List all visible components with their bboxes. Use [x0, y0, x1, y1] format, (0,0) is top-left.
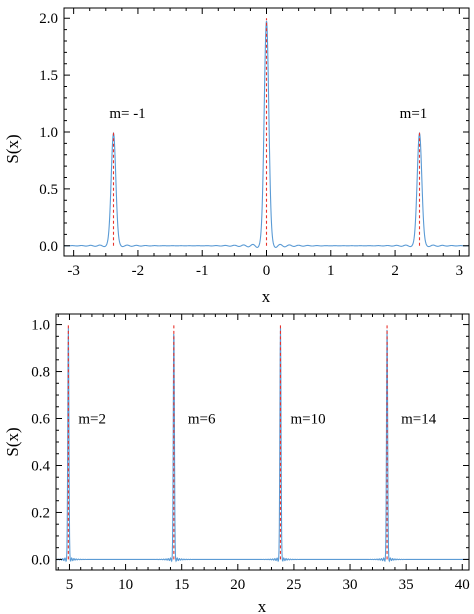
y-tick-label: 2.0	[39, 11, 58, 27]
peak-label: m= -1	[109, 106, 145, 122]
x-axis-label-top: x	[262, 287, 271, 306]
series-line	[55, 327, 469, 563]
plot-area-bottom: m=2 m=6 m=10 m=14	[55, 324, 469, 563]
plot-area-top: m= -1m=0m=1	[63, 18, 470, 248]
y-tick-label: 1.0	[31, 318, 50, 334]
peak-label: m=10	[290, 412, 325, 428]
x-tick-label: 0	[263, 263, 271, 279]
x-tick-label: -1	[196, 263, 209, 279]
axes-bottom: 5 10 15 20 25 30 35 40 0.0 0.2 0.4 0.6 0.8 1.0	[31, 313, 470, 593]
y-tick-label: 0.8	[31, 365, 50, 381]
peak-label: m=14	[401, 412, 437, 428]
y-tick-label: 0.0	[39, 239, 58, 255]
x-tick-label: 5	[66, 577, 74, 593]
x-tick-label: 30	[343, 577, 358, 593]
x-tick-label: 1	[327, 263, 335, 279]
y-tick-label: 0.2	[31, 505, 50, 521]
x-tick-label: 25	[286, 577, 301, 593]
y-axis-label-top: S(x)	[3, 134, 22, 163]
x-tick-label: 20	[230, 577, 245, 593]
series-line	[63, 20, 470, 248]
y-tick-label: 0.0	[31, 552, 50, 568]
x-axis-label-bottom: x	[258, 597, 267, 614]
plot-frame	[55, 313, 470, 571]
y-tick-label: 1.0	[39, 125, 58, 141]
peak-label: m=2	[78, 412, 106, 428]
x-tick-label: 35	[399, 577, 414, 593]
chart-bottom: m=2 m=6 m=10 m=14 5 10 15 20 25 30 35 40 0.0 0.2 0.4 0…	[3, 313, 470, 614]
x-tick-label: 40	[455, 577, 470, 593]
peak-label: m=6	[188, 412, 216, 428]
x-tick-label: -3	[67, 263, 80, 279]
x-tick-label: 15	[174, 577, 189, 593]
peak-label: m=1	[400, 106, 428, 122]
x-tick-label: 10	[118, 577, 133, 593]
x-tick-label: -2	[132, 263, 145, 279]
x-tick-label: 2	[391, 263, 399, 279]
y-tick-label: 0.4	[31, 458, 50, 474]
axes-top: -3 -2 -1 0 1 2 3 0.0 0.5 1.0 1.5 2.0	[39, 7, 470, 279]
y-axis-label-bottom: S(x)	[3, 427, 22, 456]
y-tick-label: 1.5	[39, 68, 58, 84]
y-tick-label: 0.6	[31, 412, 50, 428]
y-tick-label: 0.5	[39, 182, 58, 198]
x-tick-label: 3	[456, 263, 464, 279]
